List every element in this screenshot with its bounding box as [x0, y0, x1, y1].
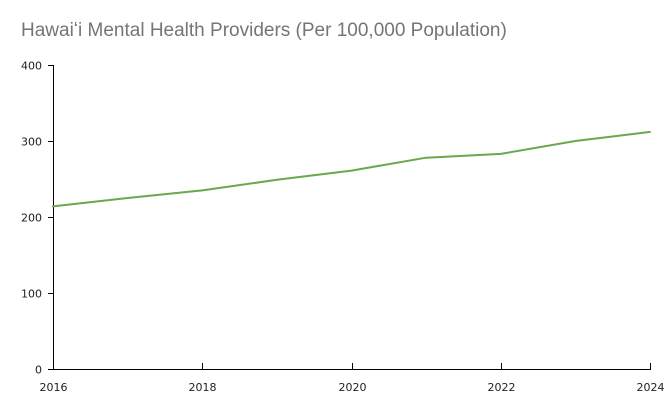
axes	[53, 65, 651, 370]
x-tick-label: 2020	[339, 381, 367, 394]
y-tick-label: 400	[21, 60, 42, 73]
x-tick-label: 2016	[40, 381, 68, 394]
x-tick-label: 2022	[488, 381, 516, 394]
chart-title: Hawaiʻi Mental Health Providers (Per 100…	[21, 20, 507, 41]
series-line	[52, 130, 651, 208]
series-group	[52, 130, 651, 208]
y-tick-label: 200	[21, 212, 42, 225]
x-tick-label: 2018	[189, 381, 217, 394]
y-tick-label: 100	[21, 288, 42, 301]
y-tick-label: 0	[35, 364, 42, 377]
y-tick-label: 300	[21, 136, 42, 149]
x-tick-label: 2024	[637, 381, 665, 394]
y-ticks: 0 100 200 300 400	[21, 60, 54, 377]
x-ticks: 2016 2018 2020 2022 2024	[40, 363, 665, 394]
